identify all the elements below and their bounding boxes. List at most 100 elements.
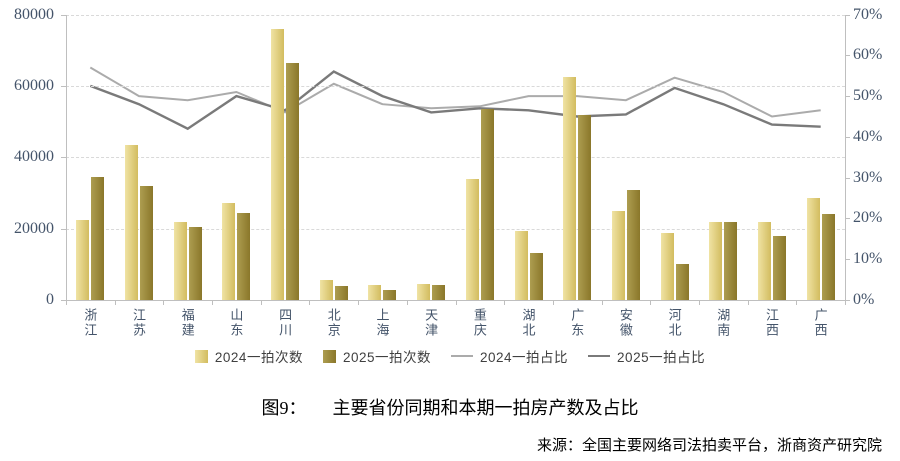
gridline: [66, 157, 845, 159]
figure-title-text: 主要省份同期和本期一拍房产数及占比: [332, 398, 639, 418]
left-axis-tick-label: 20000: [14, 219, 54, 237]
x-axis-tick: [455, 300, 457, 305]
legend-label: 2024一拍次数: [214, 350, 303, 365]
x-category-label: 江苏: [131, 308, 147, 338]
bar-2024: [368, 285, 382, 300]
left-axis-tick: [61, 157, 66, 159]
legend-swatch-2024-line: [451, 355, 473, 357]
bar-2024: [757, 222, 771, 300]
legend-label: 2025一拍次数: [342, 350, 431, 365]
x-category-label: 北京: [325, 308, 341, 338]
x-category-label: 湖南: [715, 308, 731, 338]
left-axis-line: [66, 14, 67, 301]
x-category-label: 广西: [812, 308, 828, 338]
x-category-label: 天津: [423, 308, 439, 338]
right-axis-tick: [845, 177, 850, 179]
bar-2025: [578, 114, 592, 300]
bar-2024: [514, 231, 528, 300]
x-axis-tick: [260, 300, 262, 305]
gridline: [66, 85, 845, 87]
x-axis-tick: [650, 300, 652, 305]
right-axis-tick: [845, 136, 850, 138]
bar-2024: [319, 279, 333, 300]
right-axis-tick-label: 20%: [853, 209, 883, 227]
x-category-label: 安徽: [617, 308, 633, 338]
bar-2024: [125, 145, 139, 300]
bar-2024: [271, 29, 285, 300]
x-axis-tick: [845, 300, 846, 305]
gridline: [66, 228, 845, 230]
right-axis-tick: [845, 259, 850, 261]
right-axis-tick-label: 10%: [853, 250, 883, 268]
bar-2025: [821, 213, 835, 300]
x-category-label: 浙江: [82, 308, 98, 338]
x-axis-tick: [309, 300, 311, 305]
bar-2024: [76, 219, 90, 300]
left-axis-tick-label: 60000: [14, 76, 54, 94]
figure-title: 图9： 主要省份同期和本期一拍房产数及占比: [0, 394, 900, 420]
right-axis-tick-label: 0%: [853, 291, 875, 308]
x-category-label: 河北: [666, 308, 682, 338]
bar-2024: [563, 76, 577, 300]
gridline: [66, 14, 845, 16]
x-category-label: 四川: [277, 308, 293, 338]
x-axis-tick: [796, 300, 798, 305]
left-axis-tick: [61, 85, 66, 87]
right-axis-tick: [845, 14, 850, 16]
x-axis-tick: [66, 300, 67, 305]
bar-2025: [724, 221, 738, 300]
x-axis-tick: [358, 300, 360, 305]
bar-2025: [432, 285, 446, 300]
bar-2025: [675, 264, 689, 300]
legend-item: 2025一拍次数: [322, 346, 431, 366]
x-axis-tick: [163, 300, 165, 305]
x-axis-tick: [747, 300, 749, 305]
legend-item: 2025一拍占比: [588, 346, 705, 366]
right-axis-tick: [845, 218, 850, 220]
right-axis-tick-label: 60%: [853, 46, 883, 64]
x-category-label: 福建: [179, 308, 195, 338]
bar-2024: [222, 202, 236, 300]
left-axis-tick-label: 80000: [14, 5, 54, 23]
left-axis-tick-label: 40000: [14, 148, 54, 166]
x-category-label: 广东: [569, 308, 585, 338]
bar-2025: [334, 285, 348, 300]
bar-2025: [188, 227, 202, 300]
bar-2025: [286, 63, 300, 300]
x-category-label: 湖北: [520, 308, 536, 338]
bar-2024: [611, 211, 625, 300]
x-axis-tick: [504, 300, 506, 305]
x-axis-tick: [114, 300, 116, 305]
figure-number: 图9：: [261, 398, 307, 418]
chart-legend: 2024一拍次数 2025一拍次数 2024一拍占比 2025一拍占比: [0, 346, 900, 366]
bar-2025: [772, 236, 786, 300]
legend-item: 2024一拍占比: [451, 346, 568, 366]
legend-item: 2024一拍次数: [194, 346, 303, 366]
right-axis-tick: [845, 55, 850, 57]
right-axis-tick-label: 30%: [853, 168, 883, 186]
bar-2025: [529, 252, 543, 300]
line-2025: [89, 70, 821, 131]
legend-label: 2024一拍占比: [480, 350, 569, 365]
legend-swatch-2024-bars: [194, 349, 208, 363]
right-axis-tick-label: 70%: [853, 5, 883, 23]
x-axis-tick: [601, 300, 603, 305]
bar-2024: [417, 283, 431, 300]
chart-plot-area: 0 20000 40000 60000 80000 0% 10% 20% 30% 40% 50% 60…: [14, 5, 883, 338]
legend-swatch-2025-line: [588, 355, 611, 357]
line-2024: [89, 66, 821, 118]
left-axis-tick-label: 0: [46, 291, 54, 308]
bar-2025: [140, 185, 154, 300]
bar-2025: [383, 289, 397, 300]
right-axis-tick: [845, 96, 850, 98]
bar-2024: [660, 232, 674, 300]
x-category-label: 上海: [374, 308, 390, 338]
left-axis-tick: [61, 14, 66, 16]
right-axis-tick-label: 40%: [853, 127, 883, 145]
legend-label: 2025一拍占比: [617, 350, 706, 365]
bar-2025: [91, 176, 105, 300]
bar-2025: [237, 213, 251, 300]
x-axis-tick: [698, 300, 700, 305]
legend-swatch-2025-bars: [322, 349, 336, 363]
x-axis-tick: [212, 300, 214, 305]
